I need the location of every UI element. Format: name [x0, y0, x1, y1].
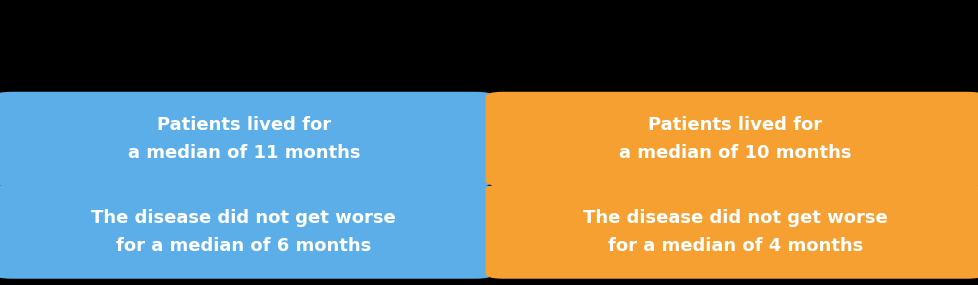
FancyBboxPatch shape [485, 184, 978, 279]
Text: The disease did not get worse
for a median of 4 months: The disease did not get worse for a medi… [582, 209, 887, 255]
FancyBboxPatch shape [485, 92, 978, 186]
Text: The disease did not get worse
for a median of 6 months: The disease did not get worse for a medi… [91, 209, 396, 255]
Text: Patients lived for
a median of 11 months: Patients lived for a median of 11 months [127, 116, 360, 162]
Text: Patients lived for
a median of 10 months: Patients lived for a median of 10 months [618, 116, 851, 162]
FancyBboxPatch shape [0, 92, 493, 186]
FancyBboxPatch shape [0, 184, 493, 279]
